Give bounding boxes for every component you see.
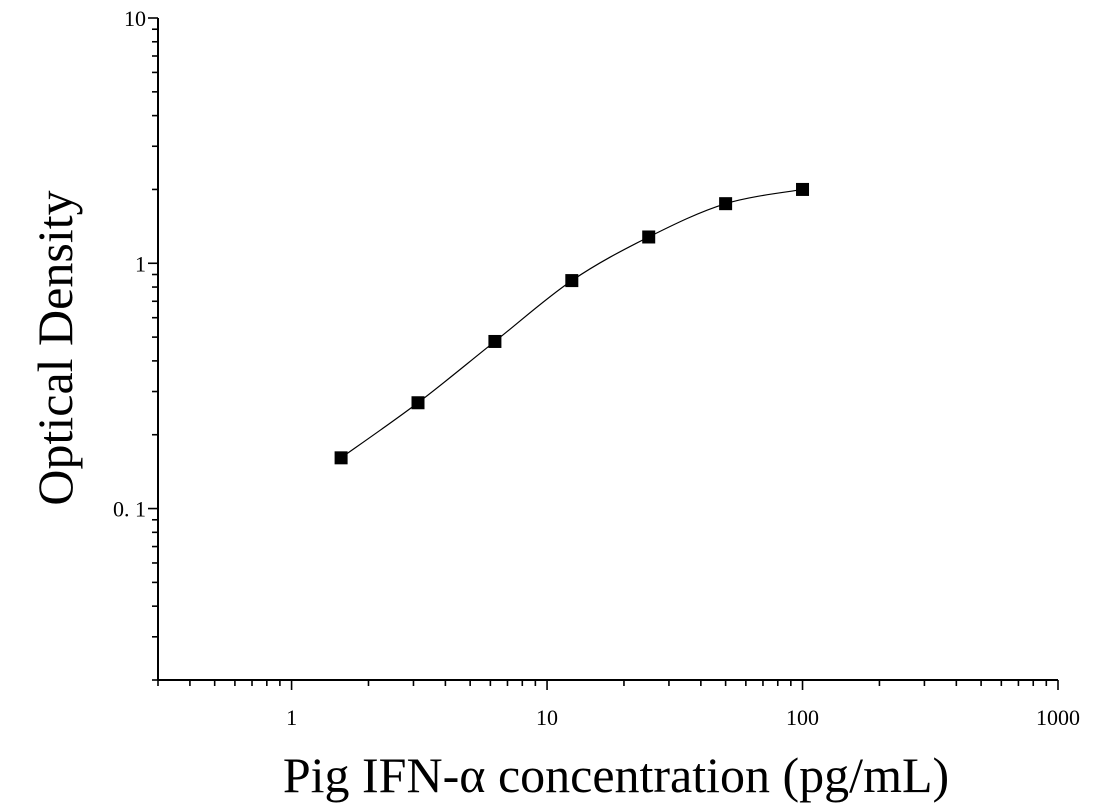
data-point: [719, 197, 733, 211]
plot-area: [334, 182, 810, 465]
y-tick-label: 0. 1: [113, 497, 146, 522]
y-tick-label: 1: [135, 251, 146, 276]
x-tick-label: 1: [286, 705, 297, 730]
data-point: [796, 182, 810, 196]
data-point: [488, 334, 502, 348]
data-point: [334, 451, 348, 465]
x-tick-label: 100: [786, 705, 819, 730]
data-point: [642, 230, 656, 244]
data-point: [411, 396, 425, 410]
x-axis-title: Pig IFN-α concentration (pg/mL): [283, 747, 949, 803]
fit-curve: [340, 188, 803, 459]
axes: [157, 18, 1058, 681]
x-tick-label: 1000: [1036, 705, 1080, 730]
y-axis-title: Optical Density: [27, 190, 83, 505]
ticks: 1 10 100 1000 0. 1 1 10: [113, 6, 1080, 730]
x-tick-label: 10: [536, 705, 558, 730]
y-tick-label: 10: [124, 6, 146, 31]
data-point: [565, 274, 579, 288]
